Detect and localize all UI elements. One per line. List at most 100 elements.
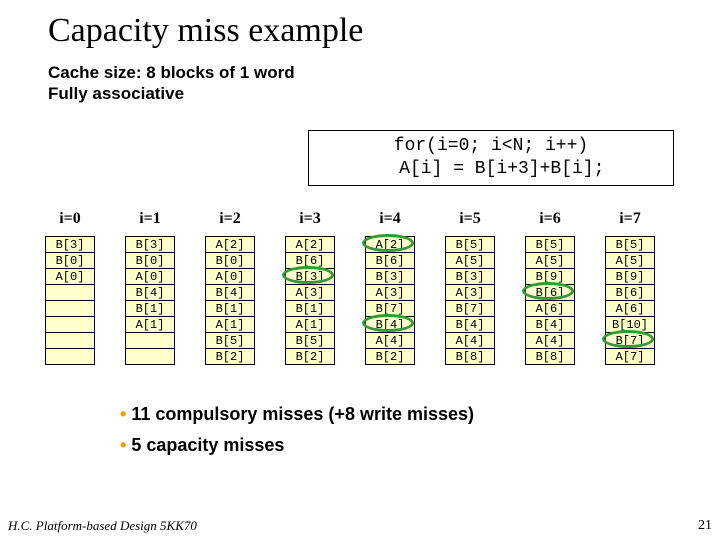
cache-cell: A[4] [526, 333, 574, 349]
cache-block: A[2]B[6]B[3]A[3]B[7]B[4]A[4]B[2] [365, 236, 415, 365]
header-i6: i=6 [510, 210, 590, 228]
cache-cell [46, 285, 94, 301]
cache-column: B[5]A[5]B[9]B[6]A[6]B[10]B[7]A[7] [590, 236, 670, 365]
cache-cell: B[8] [446, 349, 494, 365]
cache-column: A[2]B[0]A[0]B[4]B[1]A[1]B[5]B[2] [190, 236, 270, 365]
cache-cell: A[2] [286, 237, 334, 253]
cache-block: B[3]B[0]A[0]B[4]B[1]A[1] [125, 236, 175, 365]
cache-cell [46, 317, 94, 333]
code-line-1: for(i=0; i<N; i++) [394, 136, 588, 156]
cache-cell: A[0] [46, 269, 94, 285]
bullet-dot-icon: • [120, 404, 126, 424]
cache-cell: B[10] [606, 317, 654, 333]
header-i2: i=2 [190, 210, 270, 228]
subtitle-line-1: Cache size: 8 blocks of 1 word [48, 63, 295, 82]
cache-tables: B[3]B[0]A[0]B[3]B[0]A[0]B[4]B[1]A[1]A[2]… [30, 236, 670, 365]
cache-block: A[2]B[6]B[3]A[3]B[1]A[1]B[5]B[2] [285, 236, 335, 365]
bullet-dot-icon: • [120, 435, 126, 455]
cache-cell: A[1] [286, 317, 334, 333]
cache-cell: A[6] [606, 301, 654, 317]
cache-cell: B[2] [366, 349, 414, 365]
cache-cell [46, 349, 94, 365]
header-i5: i=5 [430, 210, 510, 228]
cache-cell: B[9] [526, 269, 574, 285]
cache-column: B[5]A[5]B[3]A[3]B[7]B[4]A[4]B[8] [430, 236, 510, 365]
cache-cell: A[1] [126, 317, 174, 333]
cache-cell: B[3] [366, 269, 414, 285]
cache-cell: A[7] [606, 349, 654, 365]
cache-cell: A[0] [126, 269, 174, 285]
cache-block: A[2]B[0]A[0]B[4]B[1]A[1]B[5]B[2] [205, 236, 255, 365]
cache-cell: A[5] [606, 253, 654, 269]
cache-cell: A[3] [366, 285, 414, 301]
cache-cell: A[4] [446, 333, 494, 349]
cache-cell: A[2] [206, 237, 254, 253]
cache-cell: B[0] [206, 253, 254, 269]
cache-cell: A[3] [446, 285, 494, 301]
cache-cell: B[7] [366, 301, 414, 317]
cache-cell: B[5] [446, 237, 494, 253]
cache-cell [46, 333, 94, 349]
cache-cell: B[4] [126, 285, 174, 301]
cache-block: B[5]A[5]B[9]B[6]A[6]B[10]B[7]A[7] [605, 236, 655, 365]
page-title: Capacity miss example [48, 12, 363, 50]
cache-cell: B[4] [526, 317, 574, 333]
cache-cell: A[4] [366, 333, 414, 349]
bullet-compulsory-text: 11 compulsory misses (+8 write misses) [131, 404, 474, 424]
bullet-capacity-text: 5 capacity misses [131, 435, 284, 455]
cache-cell: B[5] [286, 333, 334, 349]
cache-block: B[5]A[5]B[9]B[6]A[6]B[4]A[4]B[8] [525, 236, 575, 365]
iteration-headers: i=0 i=1 i=2 i=3 i=4 i=5 i=6 i=7 [30, 210, 670, 228]
cache-cell: B[3] [286, 269, 334, 285]
header-i7: i=7 [590, 210, 670, 228]
cache-cell: B[4] [206, 285, 254, 301]
cache-column: B[5]A[5]B[9]B[6]A[6]B[4]A[4]B[8] [510, 236, 590, 365]
cache-cell: B[6] [286, 253, 334, 269]
cache-cell: A[6] [526, 301, 574, 317]
cache-cell: B[5] [206, 333, 254, 349]
header-i4: i=4 [350, 210, 430, 228]
cache-cell: B[1] [126, 301, 174, 317]
cache-cell: B[1] [286, 301, 334, 317]
cache-cell: B[3] [126, 237, 174, 253]
summary-bullets: • 11 compulsory misses (+8 write misses)… [120, 404, 474, 466]
cache-block: B[5]A[5]B[3]A[3]B[7]B[4]A[4]B[8] [445, 236, 495, 365]
cache-cell: A[5] [526, 253, 574, 269]
cache-cell: B[0] [46, 253, 94, 269]
cache-cell: B[6] [526, 285, 574, 301]
cache-cell: B[4] [366, 317, 414, 333]
cache-cell: A[5] [446, 253, 494, 269]
cache-column: B[3]B[0]A[0]B[4]B[1]A[1] [110, 236, 190, 365]
code-line-2: A[i] = B[i+3]+B[i]; [378, 159, 605, 179]
subtitle-line-2: Fully associative [48, 84, 184, 103]
bullet-compulsory: • 11 compulsory misses (+8 write misses) [120, 404, 474, 425]
footer-text: H.C. Platform-based Design 5KK70 [8, 518, 197, 534]
code-snippet: for(i=0; i<N; i++) A[i] = B[i+3]+B[i]; [308, 130, 674, 186]
page-number: 21 [698, 518, 712, 534]
cache-cell: B[9] [606, 269, 654, 285]
cache-cell: B[4] [446, 317, 494, 333]
header-i3: i=3 [270, 210, 350, 228]
cache-cell: B[7] [606, 333, 654, 349]
cache-cell: B[6] [366, 253, 414, 269]
cache-cell [46, 301, 94, 317]
cache-column: A[2]B[6]B[3]A[3]B[7]B[4]A[4]B[2] [350, 236, 430, 365]
cache-cell: B[0] [126, 253, 174, 269]
bullet-capacity: • 5 capacity misses [120, 435, 474, 456]
cache-cell: B[6] [606, 285, 654, 301]
cache-column: B[3]B[0]A[0] [30, 236, 110, 365]
cache-cell: A[3] [286, 285, 334, 301]
cache-cell: B[3] [46, 237, 94, 253]
cache-cell: B[3] [446, 269, 494, 285]
cache-cell [126, 333, 174, 349]
header-i0: i=0 [30, 210, 110, 228]
cache-column: A[2]B[6]B[3]A[3]B[1]A[1]B[5]B[2] [270, 236, 350, 365]
cache-cell: B[8] [526, 349, 574, 365]
cache-block: B[3]B[0]A[0] [45, 236, 95, 365]
cache-cell [126, 349, 174, 365]
cache-cell: B[2] [206, 349, 254, 365]
cache-cell: A[1] [206, 317, 254, 333]
cache-cell: A[0] [206, 269, 254, 285]
cache-cell: A[2] [366, 237, 414, 253]
header-i1: i=1 [110, 210, 190, 228]
